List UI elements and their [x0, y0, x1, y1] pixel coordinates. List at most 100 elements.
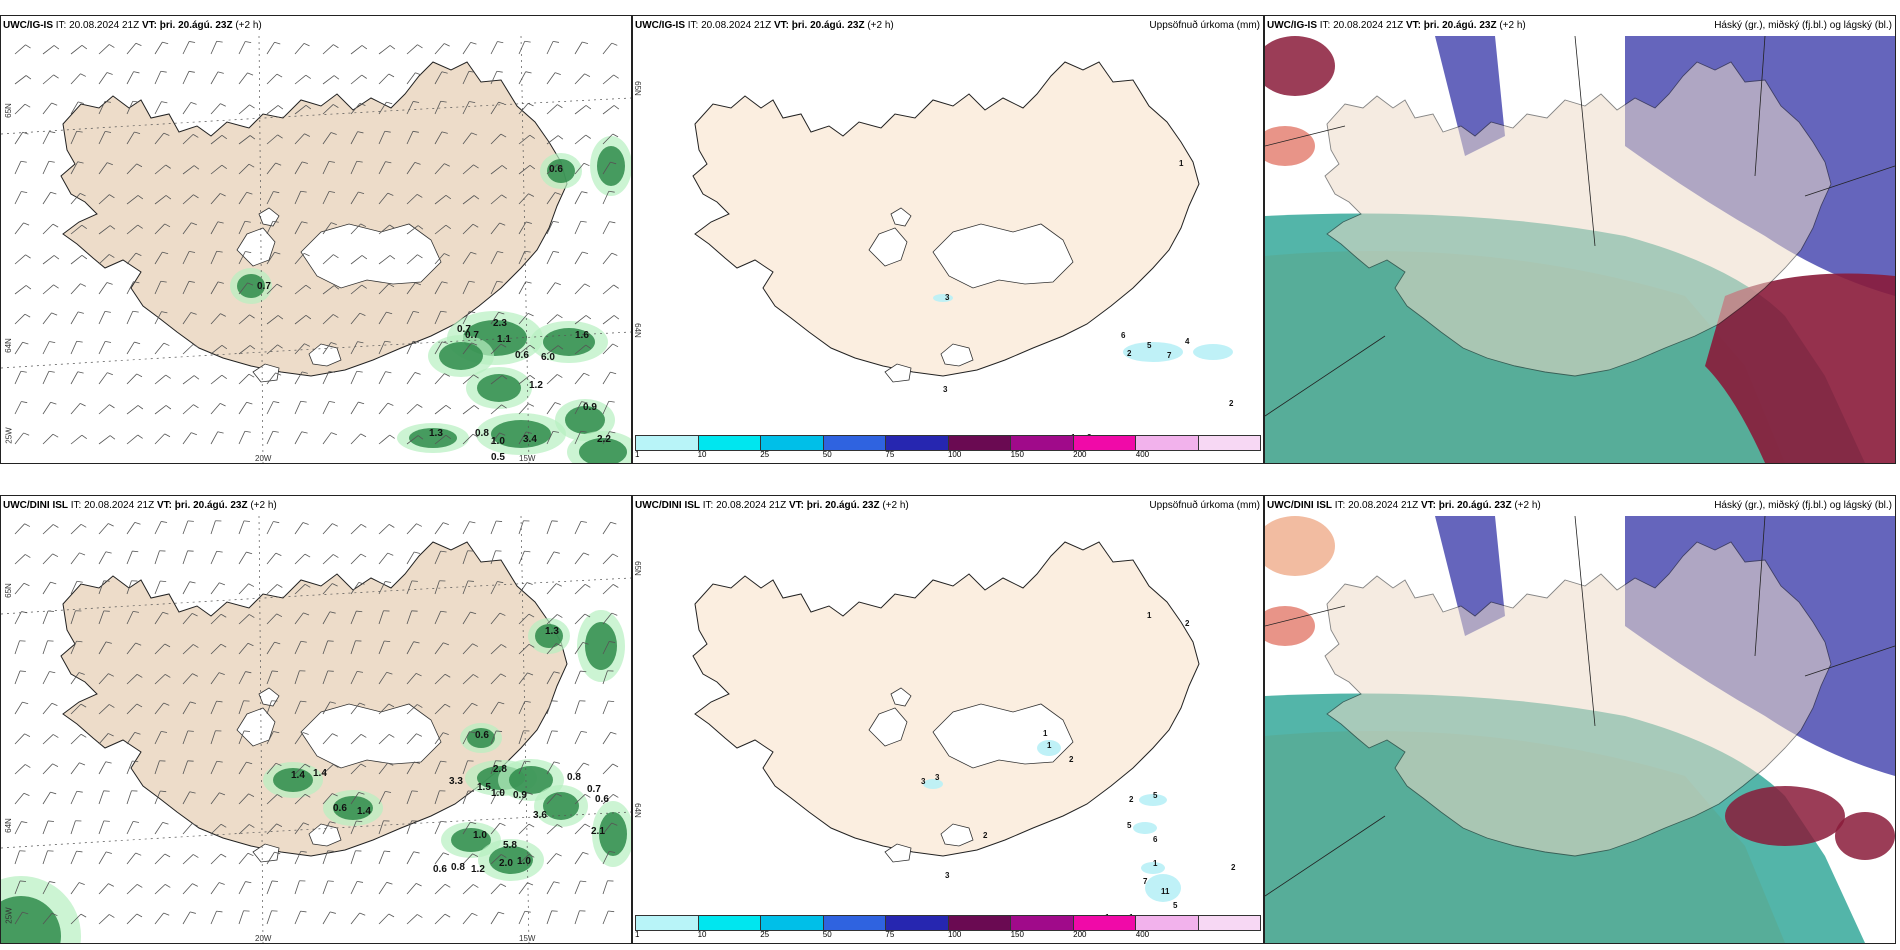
wind-barb [42, 131, 50, 145]
wind-barb-flag [501, 194, 507, 199]
wind-barb-flag [221, 134, 228, 140]
wind-barb-flag [529, 375, 536, 380]
wind-barb [490, 911, 499, 925]
wind-barb-flag [441, 71, 448, 74]
precip-value-label: 1.4 [357, 806, 371, 817]
wind-barb-flag [302, 522, 309, 525]
wind-barb-flag [440, 820, 447, 823]
legend-tick-spacer [1198, 930, 1261, 942]
wind-barb-flag [360, 433, 367, 438]
wind-map[interactable]: 1.3 0.6 1.4 1.4 0.6 1.4 2.8 3.3 1.5 1.0 0.9 0.8 0.7 0… [1, 516, 631, 943]
wind-barb [210, 281, 219, 295]
cloud-map[interactable] [1265, 516, 1895, 943]
precip-value-label: 2.3 [493, 318, 507, 329]
precip-area [439, 342, 483, 370]
wind-barb [126, 163, 137, 175]
wind-barb [574, 41, 583, 55]
wind-barb [294, 553, 306, 565]
wind-barb [462, 884, 474, 895]
wind-barb [490, 222, 500, 235]
wind-barb [182, 71, 190, 85]
wind-barb [462, 311, 470, 325]
wind-barb [350, 284, 363, 295]
precip-area [597, 146, 625, 186]
wind-barb [266, 613, 277, 625]
wind-barb-flag [161, 521, 168, 523]
wind-barb-flag [249, 614, 255, 618]
wind-barb [182, 432, 192, 445]
glacier-outline [300, 703, 442, 769]
wind-barb-flag [413, 311, 420, 313]
wind-barb [294, 253, 305, 265]
wind-barb [70, 820, 76, 835]
wind-barb [238, 520, 245, 535]
wind-barb [546, 910, 553, 925]
glacier-outline [300, 223, 442, 289]
precip-accum-label: 1 [1047, 741, 1052, 750]
wind-barb [322, 371, 330, 385]
wind-barb [406, 254, 418, 265]
wind-barb [350, 341, 358, 355]
wind-barb [210, 134, 223, 145]
wind-barb-flag [193, 165, 200, 170]
cloud-map[interactable] [1265, 36, 1895, 463]
wind-barb [42, 161, 50, 175]
wind-barb [98, 914, 110, 925]
wind-barb-flag [498, 701, 505, 705]
wind-barb-flag [333, 104, 339, 108]
wind-barb [238, 643, 249, 655]
wind-barb [546, 72, 556, 85]
wind-barb-flag [496, 280, 503, 283]
wind-barb-flag [554, 192, 561, 195]
lat-label-65n: 65N [3, 103, 13, 118]
wind-barb [210, 823, 222, 835]
lead-time: (+2 h) [867, 20, 894, 31]
wind-barb [14, 911, 23, 925]
precip-accum-label: 2 [983, 831, 988, 840]
wind-barb [42, 763, 53, 775]
wind-barb [462, 760, 468, 775]
wind-barb [574, 880, 581, 895]
wind-barb [322, 254, 334, 265]
wind-barb [406, 883, 417, 895]
wind-barb [546, 135, 559, 145]
wind-barb-flag [413, 641, 420, 644]
wind-barb-flag [357, 341, 364, 344]
wind-barb [378, 371, 386, 385]
wind-barb-flag [300, 190, 307, 193]
model-name: UWC/DINI ISL [1267, 500, 1332, 511]
wind-map[interactable]: 0.6 0.7 0.7 0.7 2.3 1.1 0.6 6.0 1.2 1.6 0.9 1.3 0.8 1… [1, 36, 631, 463]
precip-value-label: 1.0 [491, 436, 505, 447]
glacier-outline [890, 687, 912, 707]
wind-barb [70, 283, 81, 295]
wind-barb [182, 581, 191, 595]
wind-barb [238, 824, 250, 835]
wind-barb-flag [305, 105, 312, 110]
wind-barb [14, 523, 25, 535]
wind-barb [434, 194, 447, 205]
wind-barb-flag [473, 674, 479, 678]
wind-barb [434, 281, 443, 295]
wind-barb-flag [388, 283, 395, 288]
precip-map[interactable]: 121123325256171152113 [633, 516, 1263, 943]
wind-barb-flag [472, 643, 479, 647]
precip-map[interactable]: 13654272133 [633, 36, 1263, 463]
precip-accum-label: 11 [1161, 887, 1170, 896]
wind-barb [294, 371, 303, 385]
wind-barb [350, 792, 360, 805]
wind-barb [98, 254, 110, 265]
wind-barb-flag [417, 435, 424, 440]
wind-barb-flag [76, 640, 83, 643]
wind-barb-flag [305, 284, 311, 289]
wind-barb [266, 641, 275, 655]
precip-value-label: 2.0 [499, 858, 513, 869]
wind-barb [602, 732, 611, 745]
wind-barb [546, 374, 558, 385]
wind-barb-flag [609, 431, 616, 434]
wind-barb-flag [556, 793, 562, 797]
wind-barb-flag [414, 162, 421, 165]
legend-ticks: 1 10 25 50 75 100 150 200 400 [635, 450, 1261, 462]
wind-barb [518, 103, 529, 115]
wind-barb-flag [274, 851, 281, 855]
wind-barb [602, 822, 613, 835]
